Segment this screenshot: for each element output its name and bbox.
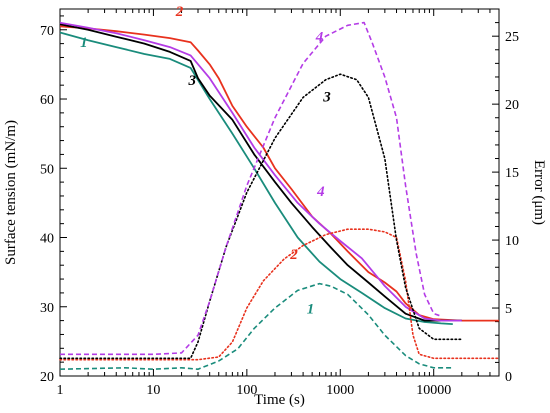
curve-label-1-right: 1 [307,301,315,317]
curve-labels: 1 2 3 4 1 2 3 4 [80,4,331,318]
series-line-4-right-dashed [60,21,442,356]
y-left-tick-label: 40 [40,232,54,247]
curve-label-3-left: 3 [187,73,196,89]
plot-frame [59,8,500,377]
y-right-tick-label: 15 [505,166,519,181]
y-left-tick-label: 70 [40,24,54,39]
series-line-2-right-dotted [59,228,500,361]
y-left-tick-label: 50 [40,162,54,177]
curve-label-4-right: 4 [315,30,324,46]
y-left-tick-label: 20 [40,370,54,385]
curve-label-2-left: 2 [175,4,184,20]
y-right-tick-label: 10 [505,234,519,249]
x-axis-title: Time (s) [254,392,305,408]
x-tick-label: 1000 [326,383,354,398]
series-line-1-right-dashed [59,282,453,370]
curve-label-2-right: 2 [289,247,298,263]
x-tick-label: 1 [57,383,64,398]
y-left-tick-label: 30 [40,301,54,316]
series-line-2-left-solid [59,25,499,322]
curve-label-3-right: 3 [322,89,331,105]
curve-label-4-left: 4 [316,184,325,200]
x-tick-label: 10000 [416,383,451,398]
y-right-tick-label: 0 [505,370,512,385]
series-line-1-left-solid [59,31,453,325]
x-tick-label: 100 [236,383,257,398]
y-right-tick-label: 5 [505,302,512,317]
y-left-tick-label: 60 [40,93,54,108]
series-line-3-right-dotted [59,73,463,360]
x-tick-label: 10 [146,383,160,398]
axis-ticks: 1 10 100 1000 10000 20 30 40 50 60 70 0 5 10 15 20 25 [40,9,519,398]
curve-label-1-left: 1 [80,35,88,51]
y-right-axis-title: Error (μm) [531,160,547,225]
y-left-axis-title: Surface tension (mN/m) [3,120,19,265]
series-lines [59,21,500,370]
plot-area-border [59,8,500,377]
y-right-tick-label: 20 [505,98,519,113]
series-line-4-left-solid [59,21,462,322]
series-line-3-left-solid [59,23,462,322]
y-right-tick-label: 25 [505,30,519,45]
